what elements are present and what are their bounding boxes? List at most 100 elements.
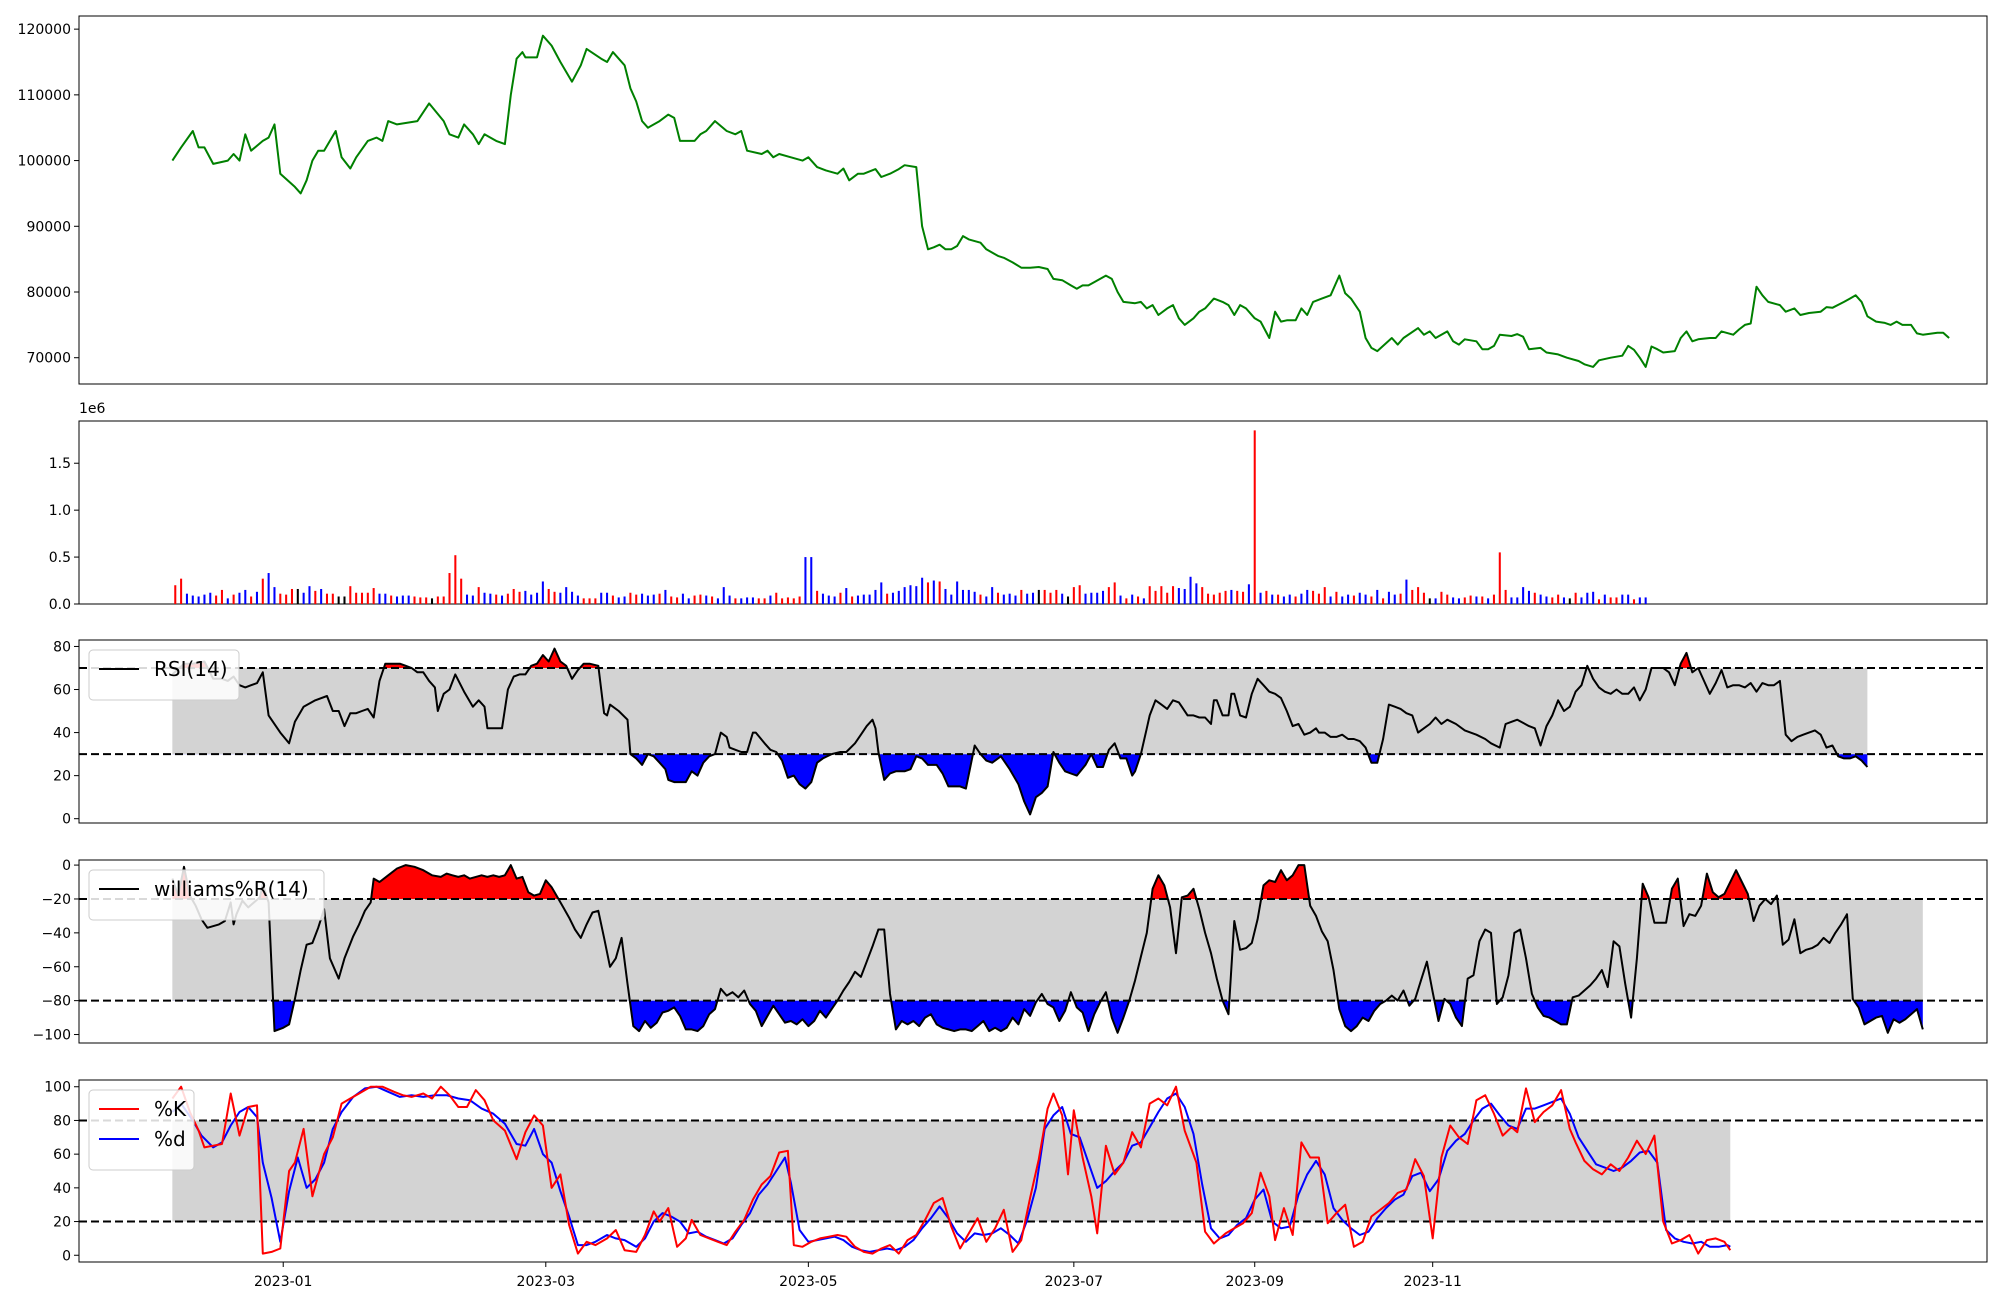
williams-ytick-label: −80	[41, 994, 71, 1010]
volume-bar	[1335, 591, 1338, 604]
volume-bar	[1312, 590, 1315, 604]
volume-bar	[1072, 587, 1075, 604]
volume-bar	[880, 582, 883, 604]
volume-bar	[442, 596, 445, 604]
x-tick-label: 2023-03	[517, 1274, 576, 1290]
volume-bar	[687, 598, 690, 604]
volume-bar	[582, 598, 585, 604]
x-tick-label: 2023-07	[1045, 1274, 1104, 1290]
volume-bar	[1592, 591, 1595, 604]
volume-bar	[1323, 587, 1326, 604]
volume-bar	[716, 598, 719, 604]
stochastic-ytick-label: 60	[53, 1147, 71, 1163]
volume-bar	[250, 596, 253, 604]
volume-bar	[979, 594, 982, 604]
volume-bar	[1417, 587, 1420, 604]
price-ytick-label: 70000	[26, 351, 71, 367]
volume-bar	[536, 592, 539, 604]
x-tick-label: 2023-09	[1225, 1274, 1284, 1290]
rsi-line	[171, 647, 1869, 816]
volume-bar	[798, 596, 801, 604]
volume-bar	[769, 595, 772, 604]
volume-bar	[1183, 588, 1186, 604]
williams-line	[171, 864, 1924, 1034]
volume-bar	[1037, 589, 1040, 604]
volume-bar	[1014, 595, 1017, 604]
volume-bar	[302, 592, 305, 604]
volume-bar	[355, 592, 358, 604]
volume-bar	[419, 597, 422, 604]
volume-bar	[693, 595, 696, 604]
volume-bar	[658, 593, 661, 604]
volume-bar	[1026, 593, 1029, 604]
volume-bar	[1370, 596, 1373, 604]
volume-bar	[384, 593, 387, 604]
volume-bar	[1107, 587, 1110, 604]
volume-bar	[886, 593, 889, 604]
volume-bar	[1638, 597, 1641, 604]
volume-bar	[1399, 593, 1402, 604]
volume-bar	[320, 588, 323, 604]
volume-bar	[1405, 579, 1408, 604]
price-line	[171, 34, 1950, 368]
volume-bar	[705, 595, 708, 604]
volume-bar	[180, 578, 183, 604]
rsi-legend: RSI(14)	[88, 649, 240, 701]
volume-bar	[1440, 591, 1443, 604]
volume-bar	[308, 586, 311, 604]
volume-bar	[804, 557, 807, 604]
volume-bar	[436, 596, 439, 604]
volume-bar	[1189, 576, 1192, 604]
volume-bar	[991, 587, 994, 604]
volume-bar	[1492, 594, 1495, 604]
volume-bar	[1632, 599, 1636, 604]
volume-bar	[606, 592, 609, 604]
volume-bar	[553, 591, 556, 604]
volume-bar	[1574, 592, 1577, 604]
volume-bar	[588, 598, 591, 604]
volume-bar	[1160, 586, 1163, 604]
volume-bar	[611, 595, 614, 604]
volume-bar	[851, 596, 854, 604]
volume-bar	[1393, 594, 1396, 604]
volume-bar	[1457, 598, 1460, 604]
volume-bar	[1364, 594, 1367, 604]
volume-bar	[261, 578, 264, 604]
volume-bar	[1271, 594, 1274, 604]
volume-bar	[337, 596, 340, 604]
volume-bar	[856, 595, 859, 604]
volume-ytick-label: 1.0	[49, 503, 71, 519]
volume-scale-label: 1e6	[79, 401, 106, 417]
volume-bar	[1230, 589, 1233, 604]
volume-bar	[938, 581, 941, 604]
volume-bar	[1539, 594, 1542, 604]
volume-bar	[1376, 589, 1379, 604]
volume-bar	[430, 598, 434, 604]
volume-bar	[1096, 592, 1099, 604]
volume-bar	[1545, 596, 1548, 604]
volume-bar	[471, 595, 474, 604]
volume-bar	[1352, 595, 1355, 604]
volume-bar	[1002, 594, 1005, 604]
volume-bar	[1434, 598, 1437, 604]
volume-bar	[728, 595, 731, 604]
volume-bar	[185, 593, 188, 604]
price-ytick-label: 100000	[18, 154, 71, 170]
volume-bar	[1125, 598, 1128, 604]
volume-bar	[909, 585, 912, 604]
x-tick-label: 2023-01	[254, 1274, 313, 1290]
volume-bar	[891, 592, 894, 604]
stochastic-legend: %K %d	[88, 1089, 195, 1171]
stochastic-legend-label: %K	[154, 1097, 187, 1121]
volume-bar	[670, 596, 673, 604]
williams-axes-frame	[78, 859, 1988, 1044]
volume-bar	[1463, 597, 1466, 604]
volume-bar	[1627, 594, 1630, 604]
volume-bar	[1609, 597, 1612, 604]
volume-bar	[1306, 589, 1309, 604]
stochastic-k-line	[171, 1085, 1732, 1255]
volume-bar	[617, 597, 620, 604]
volume-bar	[197, 596, 200, 604]
volume-bar	[903, 587, 906, 604]
